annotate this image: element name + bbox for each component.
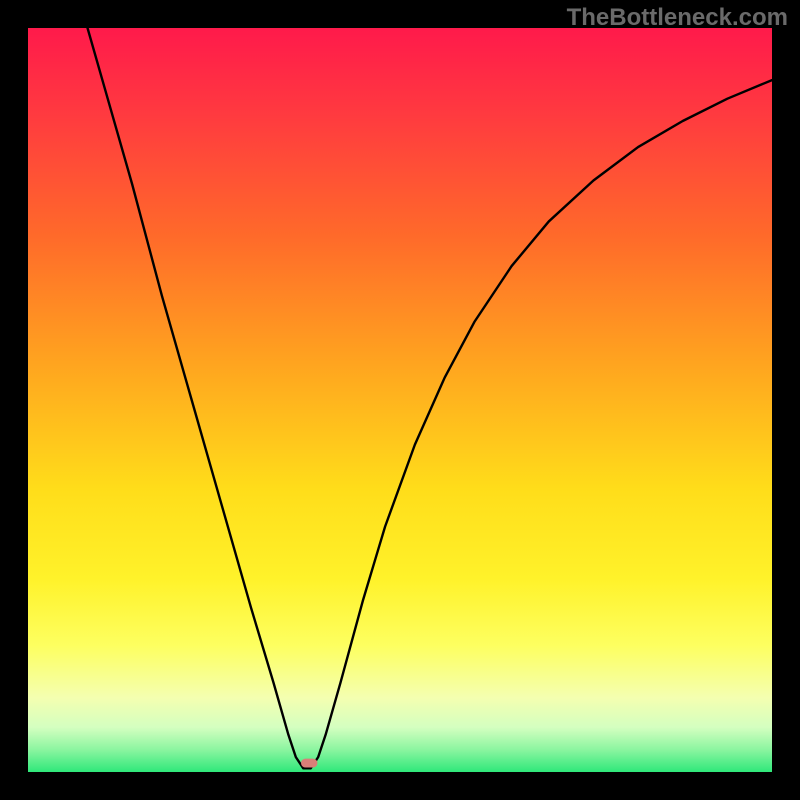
watermark-text: TheBottleneck.com bbox=[567, 4, 788, 32]
chart-container: TheBottleneck.com bbox=[0, 0, 800, 800]
bottleneck-chart bbox=[0, 0, 800, 800]
optimal-point-marker bbox=[301, 759, 317, 768]
chart-background bbox=[28, 28, 772, 772]
